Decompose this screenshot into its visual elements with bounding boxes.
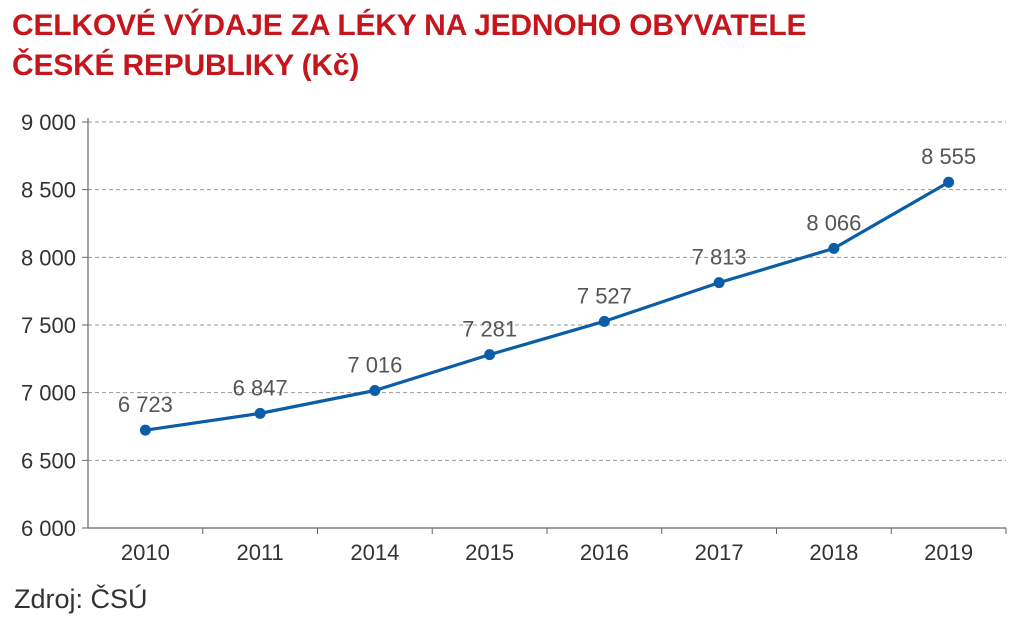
gridlines [88,121,1006,461]
y-tick-label: 8 000 [21,245,76,270]
data-label: 6 723 [118,392,173,417]
y-tick-label: 6 500 [21,448,76,473]
series-line [143,180,951,432]
data-points [139,176,955,436]
data-point [369,385,381,397]
data-point [484,349,496,361]
x-tick-label: 2018 [809,540,858,565]
y-tick-label: 8 500 [21,178,76,203]
axes [82,118,1007,534]
x-tick-label: 2019 [924,540,973,565]
x-tick-label: 2015 [465,540,514,565]
y-axis-ticks: 6 000 6 500 7 000 7 500 8 000 8 500 9 000 [21,110,76,541]
data-label: 7 813 [692,245,747,270]
x-tick-label: 2014 [350,540,399,565]
data-labels: 6 723 6 847 7 016 7 281 7 527 7 813 8 066 8 555 [118,144,976,417]
x-tick-label: 2011 [236,540,283,565]
data-point [598,315,610,327]
y-tick-label: 7 500 [21,313,76,338]
data-label: 6 847 [233,375,288,400]
data-label: 7 016 [347,353,402,378]
data-label: 7 281 [462,317,517,342]
data-point [828,242,840,254]
y-tick-label: 7 000 [21,381,76,406]
x-tick-label: 2010 [121,540,170,565]
data-point [254,407,266,419]
y-tick-label: 6 000 [21,516,76,541]
y-tick-label: 9 000 [21,110,76,135]
source-note: Zdroj: ČSÚ [14,584,148,614]
x-tick-label: 2016 [580,540,629,565]
x-tick-label: 2017 [695,540,744,565]
series-polyline [143,180,951,432]
data-label: 8 066 [806,210,861,235]
data-point [713,277,725,289]
chart-title: CELKOVÉ VÝDAJE ZA LÉKY NA JEDNOHO OBYVAT… [12,9,807,82]
data-label: 8 555 [921,144,976,169]
data-point [139,424,151,436]
data-label: 7 527 [577,283,632,308]
x-axis-ticks: 2010 2011 2014 2015 2016 2017 2018 2019 [121,540,973,565]
data-point [943,176,955,188]
